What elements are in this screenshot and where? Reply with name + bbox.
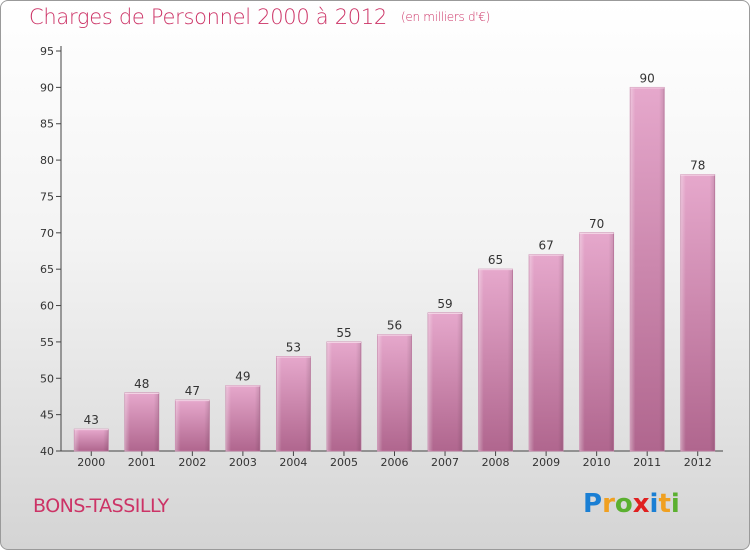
x-tick-label: 2007 <box>431 456 459 469</box>
bar-shading <box>428 312 463 451</box>
bar-value-label: 67 <box>538 239 553 253</box>
chart-subtitle: (en milliers d'€) <box>400 10 491 24</box>
logo-letter: r <box>602 489 615 519</box>
chart-axes: 40 45 50 55 60 65 70 75 80 85 90 95 2000 2001 2002 2003… <box>40 45 723 469</box>
bar-value-label: 49 <box>235 370 250 384</box>
bar-shading <box>377 334 412 451</box>
logo-letter: x <box>632 489 650 519</box>
bar-shading <box>680 174 715 452</box>
y-tick-label: 50 <box>40 372 54 385</box>
bar-value-label: 65 <box>488 253 503 267</box>
bar-value-label: 43 <box>84 413 99 427</box>
chart-title-text: Charges de Personnel 2000 à 2012 <box>29 5 387 29</box>
bar-shading <box>124 392 159 451</box>
y-tick-label: 90 <box>40 81 54 94</box>
y-tick-label: 80 <box>40 154 54 167</box>
x-tick-label: 2001 <box>128 456 156 469</box>
bar-value-label: 90 <box>640 71 655 85</box>
bar-value-label: 56 <box>387 319 402 333</box>
x-tick-label: 2004 <box>279 456 307 469</box>
y-tick-label: 65 <box>40 263 54 276</box>
chart-title: Charges de Personnel 2000 à 2012 (en mill… <box>29 5 490 29</box>
y-tick-label: 60 <box>40 300 54 313</box>
x-tick-label: 2010 <box>583 456 611 469</box>
bar-value-label: 78 <box>690 159 705 173</box>
bar-value-label: 59 <box>437 297 452 311</box>
logo-letter: t <box>658 489 671 519</box>
bar-value-label: 48 <box>134 377 149 391</box>
y-tick-label: 55 <box>40 336 54 349</box>
x-tick-label: 2009 <box>532 456 560 469</box>
y-tick-label: 45 <box>40 409 54 422</box>
y-tick-label: 85 <box>40 118 54 131</box>
bar-value-label: 47 <box>185 384 200 398</box>
x-tick-label: 2000 <box>77 456 105 469</box>
bar-shading <box>276 356 311 451</box>
bar-value-label: 53 <box>286 340 301 354</box>
bar-shading <box>529 254 564 451</box>
bar-shading <box>579 232 614 451</box>
logo-letter: o <box>614 489 633 519</box>
x-tick-label: 2012 <box>684 456 712 469</box>
x-tick-label: 2005 <box>330 456 358 469</box>
x-tick-label: 2006 <box>381 456 409 469</box>
bar-value-label: 55 <box>336 326 351 340</box>
logo-letter: i <box>670 489 680 519</box>
town-name: BONS-TASSILLY <box>33 495 169 517</box>
y-tick-label: 95 <box>40 45 54 58</box>
bar-shading <box>630 87 665 451</box>
x-tick-label: 2002 <box>178 456 206 469</box>
bar-value-label: 70 <box>589 217 604 231</box>
bar-shading <box>225 385 260 451</box>
proxiti-logo[interactable]: Proxiti <box>583 489 680 519</box>
x-tick-label: 2003 <box>229 456 257 469</box>
bar-shading <box>326 341 361 451</box>
y-tick-label: 75 <box>40 190 54 203</box>
y-tick-label: 40 <box>40 445 54 458</box>
logo-letter: P <box>583 489 603 519</box>
y-tick-label: 70 <box>40 227 54 240</box>
bar-shading <box>74 429 109 451</box>
chart-bars: 43 48 47 49 53 55 56 59 65 67 70 90 78 <box>73 71 716 452</box>
x-tick-label: 2008 <box>482 456 510 469</box>
logo-letter: i <box>649 489 659 519</box>
x-tick-label: 2011 <box>633 456 661 469</box>
bar-shading <box>175 400 210 451</box>
bar-shading <box>478 269 513 451</box>
